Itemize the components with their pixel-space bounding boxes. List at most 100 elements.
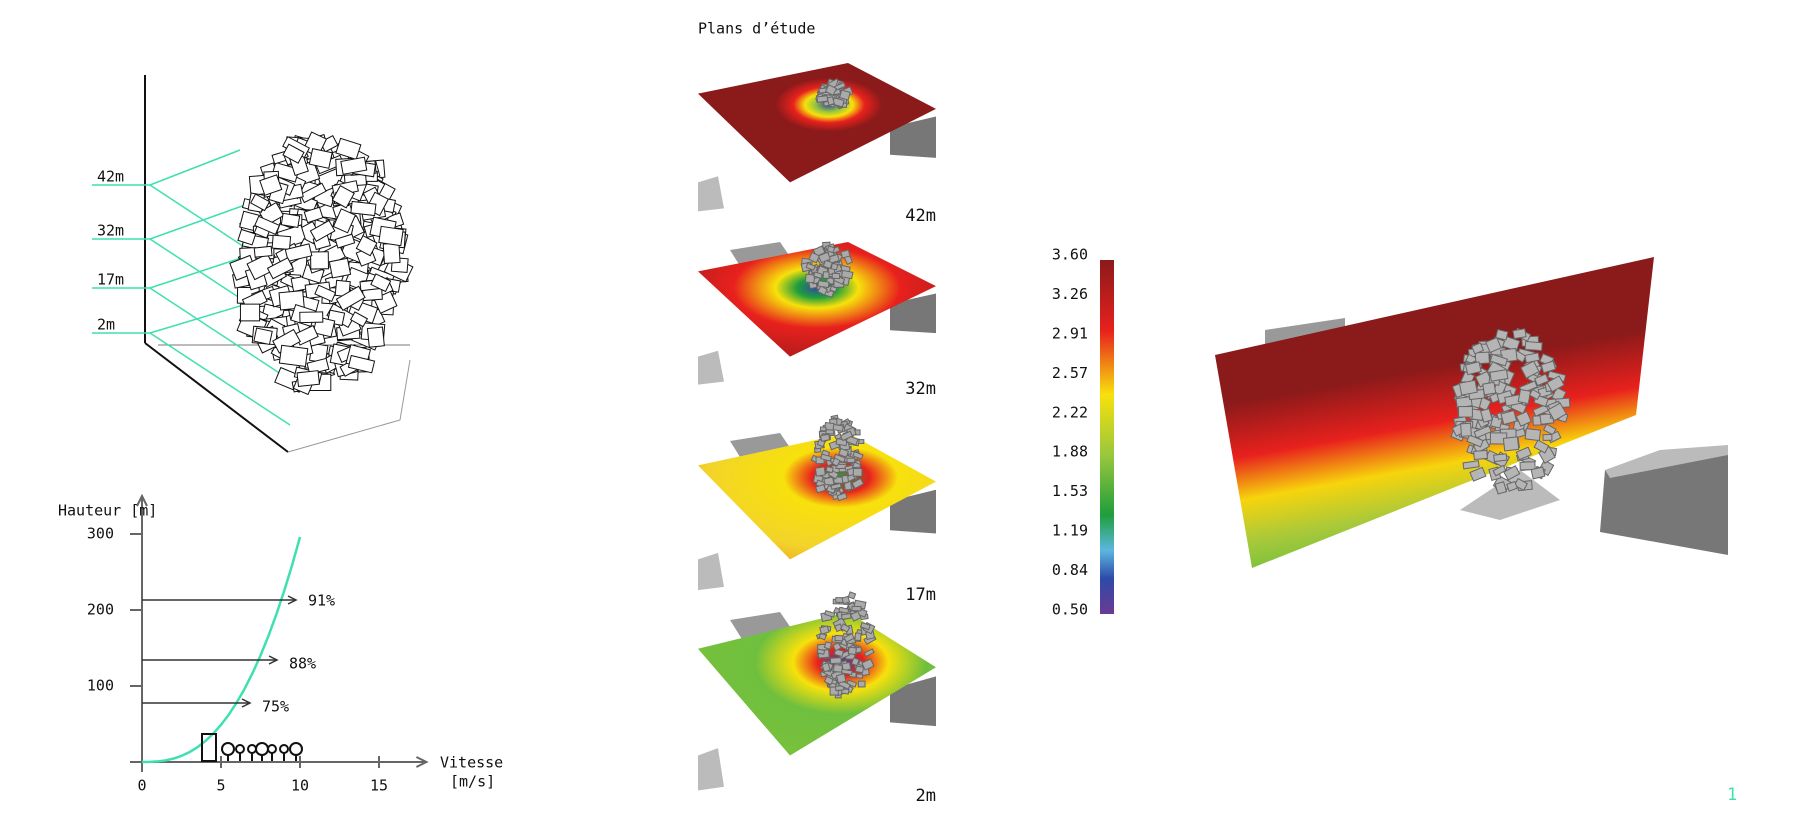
panel xyxy=(1495,328,1509,341)
panel xyxy=(1462,460,1480,470)
arrow-head xyxy=(268,655,279,665)
panel xyxy=(259,174,283,196)
plane-label: 32m xyxy=(905,379,936,399)
panel xyxy=(253,327,273,346)
panel xyxy=(823,641,833,650)
panel xyxy=(1479,408,1493,423)
panel xyxy=(332,208,357,234)
panel xyxy=(278,344,309,368)
x-axis-label: [m/s] xyxy=(450,773,495,791)
panel xyxy=(1464,361,1482,376)
panel xyxy=(826,245,836,254)
panel xyxy=(334,233,356,249)
panel xyxy=(1540,360,1557,374)
panel xyxy=(1494,481,1508,495)
panel xyxy=(266,257,294,280)
panel xyxy=(851,605,862,612)
panel xyxy=(366,326,385,348)
y-axis-label: Hauteur [m] xyxy=(58,502,157,520)
panel xyxy=(1469,466,1487,482)
study-plane xyxy=(698,242,936,357)
panel xyxy=(847,646,857,656)
context-block xyxy=(698,552,724,591)
panel xyxy=(370,273,392,293)
panel xyxy=(246,253,276,281)
tree-icon xyxy=(235,744,245,754)
panel xyxy=(861,658,875,671)
panel xyxy=(1520,360,1540,379)
panel xyxy=(1515,446,1532,461)
panel xyxy=(863,648,875,658)
panel xyxy=(816,648,826,655)
plane-label: 2m xyxy=(916,786,936,806)
x-tick-label: 15 xyxy=(370,777,388,795)
panel xyxy=(347,354,376,374)
study-planes: 42m 32m 17m 2m xyxy=(698,63,936,806)
panel xyxy=(840,623,851,633)
arrow-head xyxy=(241,698,252,708)
panel xyxy=(271,234,292,250)
panel xyxy=(296,370,320,387)
panel xyxy=(1482,381,1497,396)
profile-chart: 0 5 10 15 100 200 300 91% 88% 75% xyxy=(87,493,429,795)
panel xyxy=(1473,425,1492,439)
tree-icon xyxy=(255,742,269,756)
panel xyxy=(1460,422,1472,437)
panel xyxy=(851,657,860,667)
panel xyxy=(1546,375,1565,393)
panel xyxy=(835,673,847,684)
panel xyxy=(847,591,857,600)
study-plane xyxy=(698,433,936,560)
panel xyxy=(856,673,864,679)
panel xyxy=(1489,353,1509,367)
arrow-label: 88% xyxy=(289,655,316,673)
panel xyxy=(299,311,324,324)
panel xyxy=(1512,328,1527,340)
panel xyxy=(1471,342,1485,355)
panel xyxy=(1489,369,1509,382)
x-tick-label: 5 xyxy=(216,777,225,795)
scale-label: 1.88 xyxy=(1052,443,1088,461)
scale-label: 2.57 xyxy=(1052,364,1088,382)
panel xyxy=(1506,480,1518,492)
panel xyxy=(822,271,830,279)
panel xyxy=(280,212,301,228)
panel xyxy=(1524,352,1541,364)
wind-profile xyxy=(141,536,302,764)
panel xyxy=(1547,402,1568,422)
panel xyxy=(1492,464,1507,477)
color-bar xyxy=(1100,260,1114,614)
panel xyxy=(838,447,850,458)
scale-label: 1.19 xyxy=(1052,522,1088,540)
panel xyxy=(841,474,850,484)
panel xyxy=(846,679,858,688)
panel xyxy=(817,285,829,296)
panel xyxy=(832,664,843,673)
panel xyxy=(804,273,816,284)
panel xyxy=(284,243,313,263)
panel xyxy=(814,466,826,477)
panel xyxy=(1542,423,1557,436)
tree-icon xyxy=(289,742,303,756)
panel xyxy=(830,262,839,271)
tower-render xyxy=(1450,327,1571,495)
x-tick-label: 0 xyxy=(137,777,146,795)
panel xyxy=(831,272,841,280)
panel xyxy=(239,303,261,322)
panel xyxy=(824,610,836,618)
tree-icon xyxy=(247,744,257,754)
panel xyxy=(851,477,865,490)
level-line xyxy=(149,204,246,240)
panel xyxy=(826,96,835,106)
panel xyxy=(1515,410,1532,427)
axis-arrow xyxy=(415,756,429,768)
panel xyxy=(309,219,336,243)
scale-label: 3.60 xyxy=(1052,246,1088,264)
panel xyxy=(1532,403,1549,417)
x-tick-label: 10 xyxy=(291,777,309,795)
panel xyxy=(350,200,377,217)
panel xyxy=(832,423,844,432)
panel xyxy=(1533,439,1550,454)
y-tick-label: 100 xyxy=(87,677,114,695)
